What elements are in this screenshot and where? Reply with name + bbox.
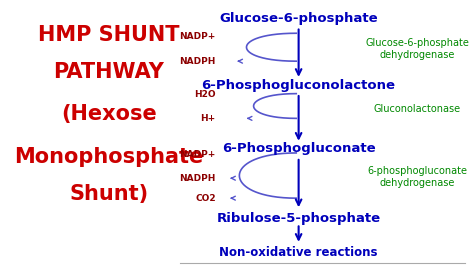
Text: H+: H+ <box>201 114 216 123</box>
Text: NADPH: NADPH <box>179 174 216 183</box>
Text: NADP+: NADP+ <box>179 150 216 159</box>
Text: NADP+: NADP+ <box>179 32 216 41</box>
Text: Ribulose-5-phosphate: Ribulose-5-phosphate <box>217 212 381 225</box>
Text: PATHWAY: PATHWAY <box>54 62 164 82</box>
Text: 6-Phosphogluconate: 6-Phosphogluconate <box>222 143 375 155</box>
Text: H2O: H2O <box>194 90 216 99</box>
Text: Gluconolactonase: Gluconolactonase <box>374 104 461 114</box>
Text: Non-oxidative reactions: Non-oxidative reactions <box>219 246 378 259</box>
Text: 6-phosphogluconate
dehydrogenase: 6-phosphogluconate dehydrogenase <box>367 166 467 188</box>
Text: Monophosphate: Monophosphate <box>14 147 204 167</box>
Text: HMP SHUNT: HMP SHUNT <box>38 24 180 45</box>
Text: Shunt): Shunt) <box>70 184 148 204</box>
Text: 6-Phosphogluconolactone: 6-Phosphogluconolactone <box>201 79 396 92</box>
Text: CO2: CO2 <box>195 194 216 203</box>
Text: NADPH: NADPH <box>179 57 216 66</box>
Text: (Hexose: (Hexose <box>61 104 157 124</box>
Text: Glucose-6-phosphate: Glucose-6-phosphate <box>219 12 378 25</box>
Text: Glucose-6-phosphate
dehydrogenase: Glucose-6-phosphate dehydrogenase <box>365 38 469 60</box>
